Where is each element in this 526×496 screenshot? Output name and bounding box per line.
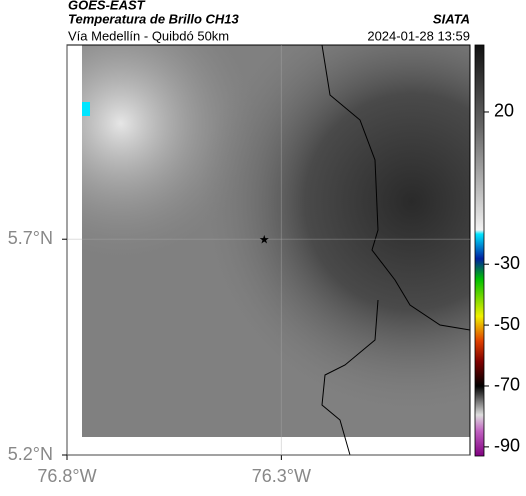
subtitle: Vía Medellín - Quibdó 50km: [68, 28, 229, 43]
agency: GOES-EAST: [68, 0, 146, 12]
colorbar-label: 20: [494, 101, 514, 121]
border: [321, 44, 471, 331]
y-tick-label: 5.7°N: [8, 228, 53, 248]
colorbar-label: -30: [494, 253, 520, 273]
y-tick-label: 5.2°N: [8, 444, 53, 464]
x-tick-label: 76.8°W: [37, 466, 96, 486]
colorbar-label: -50: [494, 314, 520, 334]
colorbar-label: -70: [494, 375, 520, 395]
title: Temperatura de Brillo CH13: [68, 11, 240, 26]
source: SIATA: [433, 11, 470, 26]
location-marker: ★: [259, 232, 270, 246]
x-tick-label: 76.3°W: [252, 466, 311, 486]
map-frame: [66, 44, 471, 456]
border: [321, 299, 379, 456]
colorbar: [474, 44, 485, 457]
timestamp: 2024-01-28 13:59: [367, 28, 470, 43]
satellite-image: [82, 44, 471, 456]
colorbar-label: -90: [494, 436, 520, 456]
